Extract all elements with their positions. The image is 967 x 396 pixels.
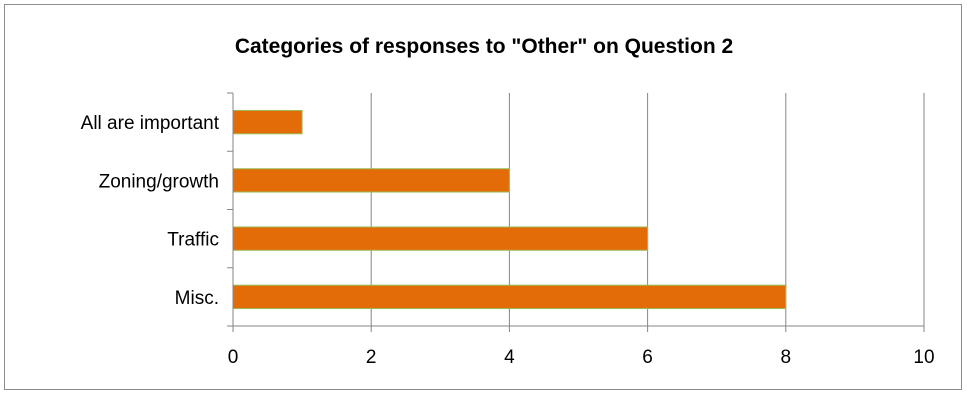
x-tick-label: 6 [642, 347, 653, 368]
y-tick-label: Zoning/growth [99, 171, 219, 192]
bar-misc- [232, 284, 787, 310]
x-tick-label: 2 [366, 347, 377, 368]
y-tick-label: Traffic [167, 230, 219, 251]
y-tick-label: All are important [81, 113, 220, 134]
bar-all-are-important [232, 109, 303, 135]
chart-title: Categories of responses to "Other" on Qu… [234, 35, 734, 58]
y-tick-label: Misc. [175, 288, 219, 309]
bar-zoning-growth [232, 168, 510, 193]
bar-traffic [232, 226, 649, 251]
x-tick-label: 8 [781, 347, 792, 368]
x-tick-label: 10 [913, 347, 934, 368]
x-tick-label: 0 [228, 347, 239, 368]
x-tick-label: 4 [504, 347, 515, 368]
